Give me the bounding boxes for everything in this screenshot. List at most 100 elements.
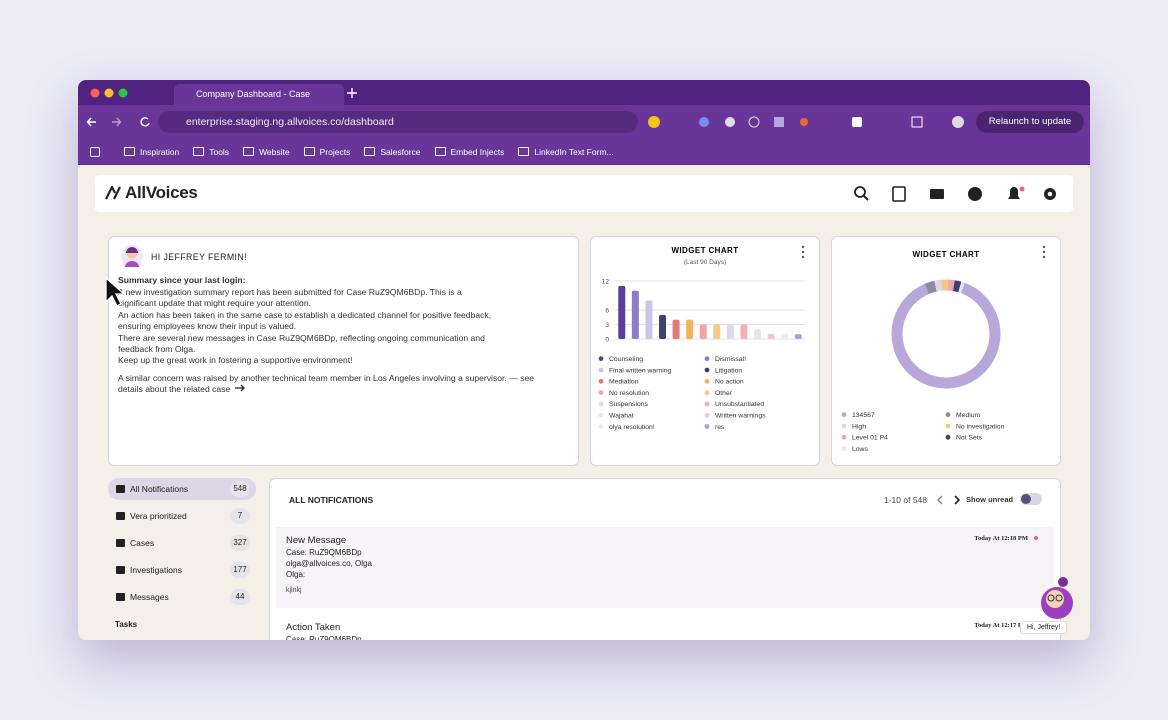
legend-label[interactable]: 134567 (852, 412, 875, 419)
sidebar-label[interactable]: Investigations (130, 565, 182, 575)
sidebar-icon (116, 512, 125, 520)
legend-label[interactable]: Unsubstantiated (715, 401, 764, 408)
sidebar-label[interactable]: Messages (130, 592, 169, 602)
donut-chart: WIDGET CHART 134567 Medium High No investiga… (841, 245, 1046, 453)
bar (631, 290, 639, 339)
legend-swatch (598, 378, 604, 384)
logo[interactable]: AllVoices (125, 183, 198, 202)
summary-line: A new investigation summary report has b… (118, 287, 462, 309)
mouse-cursor (105, 276, 124, 307)
bookmark-icon (518, 147, 530, 156)
donut-segment (958, 281, 965, 294)
legend-label[interactable]: No resolution (609, 390, 649, 397)
bookmark[interactable]: Tools (209, 147, 230, 157)
sidebar-icon (116, 593, 125, 601)
notification[interactable]: New Message Today At 12:18 PM Case: RuZ9QM… (276, 527, 1054, 608)
related-case[interactable]: A similar concern was raised by another … (118, 373, 538, 396)
y-tick-label: 3 (605, 322, 609, 329)
new-tab-icon[interactable] (346, 87, 358, 99)
assistant-avatar[interactable] (1033, 575, 1083, 625)
bookmark[interactable]: LinkedIn Text Form... (534, 147, 614, 157)
relaunch-button[interactable]: Relaunch to update (976, 111, 1084, 133)
address-bar[interactable]: enterprise.staging.ng.allvoices.co/dashb… (158, 111, 638, 133)
legend-swatch (704, 367, 710, 373)
legend-swatch (598, 367, 604, 373)
legend-label[interactable]: No action (715, 379, 744, 386)
widget-card: WIDGET CHART (Last 90 Days) 0 3 6 12 Counselin… (590, 236, 820, 466)
app-header: AllVoices (95, 175, 1073, 212)
sidebar-item[interactable]: Investigations 177 (108, 559, 256, 581)
menu-dot (801, 250, 805, 254)
notification-title: Action Taken (286, 622, 341, 633)
sidebar-item[interactable]: Vera prioritized 7 (108, 505, 256, 527)
legend-label[interactable]: res (715, 424, 725, 431)
legend-label[interactable]: Mediation (609, 379, 639, 386)
bar (713, 324, 721, 339)
sidebar-label[interactable]: Vera prioritized (130, 511, 187, 521)
bookmark[interactable]: Embed Injects (450, 147, 505, 157)
legend-label[interactable]: Written warnings (715, 413, 766, 420)
legend-label[interactable]: Suspensions (609, 401, 649, 408)
bar (672, 319, 680, 339)
bar (645, 300, 653, 339)
legend-swatch (945, 423, 951, 429)
legend-label[interactable]: Wajahat (609, 413, 634, 420)
legend-label[interactable]: Level 01 P4 (852, 435, 888, 442)
sidebar-label[interactable]: All Notifications (130, 484, 189, 494)
bar (699, 324, 707, 339)
browser-tab[interactable]: Company Dashboard - Case (174, 84, 344, 105)
kebab-menu[interactable] (1042, 245, 1046, 259)
tab-bar: Company Dashboard - Case (78, 80, 1090, 105)
legend-label[interactable]: Medium (956, 412, 981, 419)
legend-label[interactable]: Counseling (609, 356, 643, 363)
apps-icon[interactable] (90, 147, 100, 157)
toggle[interactable] (1020, 493, 1042, 505)
bookmark-icon (303, 147, 315, 156)
legend-label[interactable]: Not Sets (956, 435, 983, 442)
bookmark[interactable]: Website (259, 147, 290, 157)
notification[interactable]: Action Taken Today At 12:17 PM Case: RuZ9Q… (276, 614, 1054, 640)
legend-swatch (598, 390, 604, 395)
bookmark[interactable]: Salesforce (380, 147, 421, 157)
legend-swatch (841, 423, 847, 429)
menu-dot (1042, 245, 1046, 249)
menu-dot (1042, 255, 1046, 259)
page-range: 1-10 of 548 (884, 495, 928, 505)
kebab-menu[interactable] (801, 245, 805, 259)
sidebar-section: Tasks (115, 620, 138, 629)
bar (754, 329, 761, 339)
sidebar-item[interactable]: Cases 327 (108, 532, 256, 554)
sidebar-count: 7 (230, 508, 250, 524)
legend-label[interactable]: High (852, 423, 866, 430)
related-text[interactable]: A similar concern was raised by another … (118, 373, 535, 395)
notification-line: Olga: (286, 570, 306, 579)
legend-label[interactable]: Dismissal! (715, 356, 746, 363)
header-icons[interactable] (853, 185, 1063, 203)
legend-label[interactable]: Final written warning (609, 367, 672, 374)
bookmark[interactable]: Inspiration (140, 147, 180, 157)
sidebar-item[interactable]: All Notifications 548 (108, 478, 256, 500)
y-tick-label: 6 (605, 308, 609, 315)
window-controls (90, 88, 128, 98)
notification-time: Today At 12:18 PM (974, 535, 1028, 542)
notifications-panel: ALL NOTIFICATIONS 1-10 of 548 Show unrea… (269, 478, 1061, 640)
legend-label[interactable]: Litigation (715, 367, 742, 374)
pager-arrows[interactable] (936, 494, 962, 506)
welcome-card: HI JEFFREY FERMIN! Summary since your la… (108, 236, 579, 466)
legend-label[interactable]: Lows (852, 446, 868, 453)
sidebar-label[interactable]: Cases (130, 538, 155, 548)
nav-buttons[interactable] (86, 115, 156, 129)
notification-time: Today At 12:17 PM (974, 622, 1028, 629)
legend-swatch (841, 412, 847, 418)
legend-label[interactable]: Other (715, 390, 733, 397)
notification-line: Case: RuZ9QM6BDp (286, 635, 362, 640)
legend-label[interactable]: No investigation (956, 423, 1005, 430)
unread-dot (1034, 536, 1038, 540)
widget-card: WIDGET CHART 134567 Medium High No investiga… (831, 236, 1061, 466)
legend-label[interactable]: olya resolution! (609, 424, 655, 431)
bookmark[interactable]: Projects (319, 147, 351, 157)
legend-swatch (704, 378, 710, 384)
sidebar-item[interactable]: Messages 44 (108, 586, 256, 608)
greeting: HI JEFFREY FERMIN! (151, 252, 247, 262)
